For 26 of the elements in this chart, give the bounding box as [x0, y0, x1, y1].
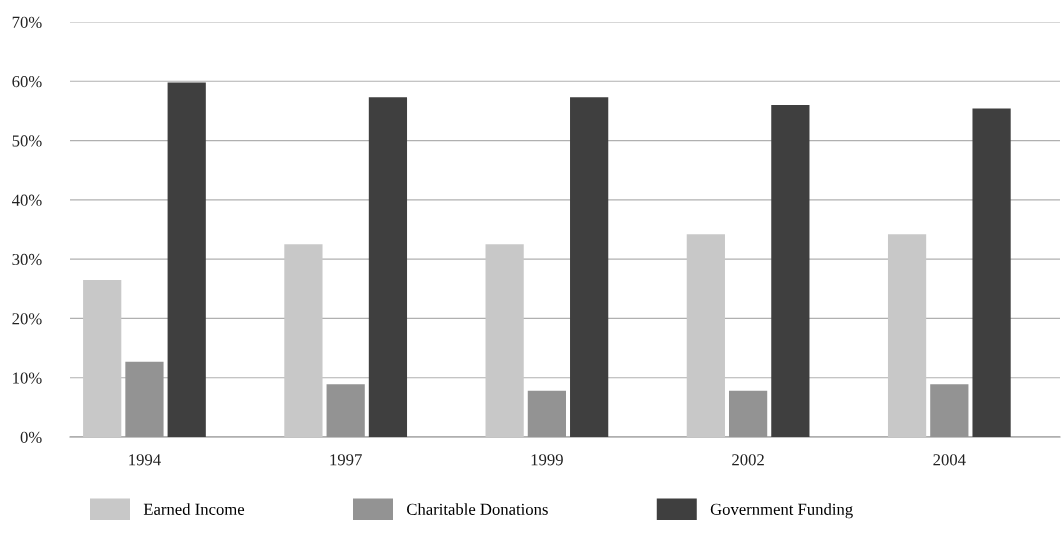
bar — [284, 244, 323, 437]
y-tick-label: 10% — [13, 372, 42, 384]
bar — [167, 82, 206, 437]
y-tick-label: 70% — [12, 16, 42, 28]
bar — [686, 234, 725, 437]
y-tick-label: 50% — [12, 135, 42, 147]
bar — [83, 279, 122, 437]
x-tick-label: 1997 — [330, 454, 362, 466]
y-tick-label: 60% — [12, 75, 42, 88]
x-tick-label: 2004 — [933, 454, 966, 466]
bar — [972, 108, 1011, 437]
y-tick-label: 0% — [20, 431, 42, 443]
y-tick-label: 30% — [12, 253, 42, 266]
bar — [368, 97, 408, 437]
legend-label: Government Funding — [710, 503, 853, 519]
bar — [887, 234, 927, 437]
x-tick-label: 1994 — [129, 454, 161, 466]
y-tick-label: 20% — [12, 313, 42, 325]
x-tick-label: 1999 — [531, 454, 563, 466]
legend-label: Charitable Donations — [407, 503, 548, 515]
bar — [771, 105, 810, 437]
y-tick-label: 40% — [12, 194, 42, 206]
bar — [485, 244, 524, 437]
legend-label: Earned Income — [143, 503, 245, 515]
bar — [570, 97, 609, 437]
x-tick-label: 2002 — [732, 454, 764, 466]
